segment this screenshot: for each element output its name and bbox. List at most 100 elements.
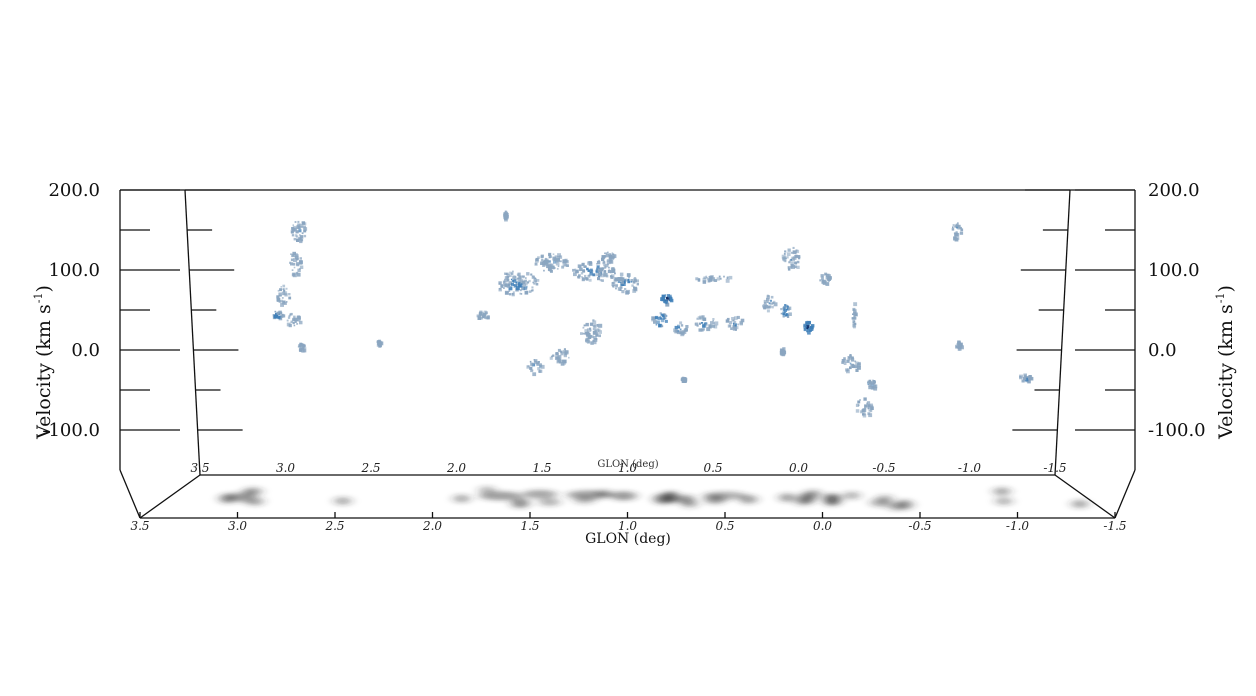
cloud-voxel [504,272,507,275]
cloud-voxel [619,285,623,289]
cloud-voxel [551,355,553,358]
cloud-voxel [1026,376,1029,379]
cloud-voxel [531,289,534,292]
cloud-voxel [529,366,533,370]
y-tick-label-left: 0.0 [71,340,100,361]
cloud-voxel [580,332,583,335]
cloud-voxel [959,226,962,230]
cloud-voxel [850,358,855,362]
cloud-voxel [560,260,562,263]
cloud-voxel [725,278,730,283]
cloud-voxel [736,315,740,319]
cloud-voxel [705,275,708,278]
cloud-voxel [297,220,300,223]
cloud-voxel [796,265,800,269]
cloud-voxel [506,274,510,278]
emission-cloud [276,284,292,307]
cloud-voxel [770,299,772,302]
cloud-voxel [511,292,514,295]
cloud-voxel [855,368,859,372]
cloud-voxel [726,277,729,280]
cloud-voxel [282,288,285,291]
cloud-voxel [869,404,874,409]
cloud-voxel [851,356,854,360]
cloud-voxel [545,263,548,266]
cloud-voxel [624,278,628,282]
cloud-voxel [1029,377,1034,381]
cloud-voxel [549,253,551,256]
cloud-voxel [509,274,512,277]
cloud-voxel [786,313,789,317]
emission-cloud [572,259,616,282]
emission-cloud [601,251,617,265]
cloud-voxel [791,257,795,262]
cloud-voxel [633,279,637,283]
cloud-voxel [790,261,794,265]
cloud-voxel [771,306,774,309]
cloud-voxel [846,359,850,363]
cloud-voxel [679,328,682,331]
cloud-voxel [733,326,737,330]
cloud-voxel [695,277,699,281]
cloud-voxel [598,330,602,334]
cloud-voxel [508,281,513,285]
cloud-voxel [668,294,672,298]
y-axis-ticks [120,189,1135,431]
cloud-voxel [619,288,622,291]
floor-projection-blob [654,493,672,505]
cloud-voxel [521,286,525,291]
cloud-voxel [853,315,856,318]
cloud-voxel [539,363,542,366]
cloud-voxel [583,265,586,268]
cloud-voxel [621,290,625,294]
cloud-voxel [563,353,567,358]
cloud-voxel [853,302,858,307]
cloud-voxel [299,235,304,239]
cloud-voxel [555,352,559,357]
cloud-voxel [855,365,858,369]
cloud-voxel [666,297,670,301]
cloud-voxel [296,322,299,325]
cloud-voxel [528,279,531,283]
cloud-voxel [513,284,518,288]
cloud-voxel [588,340,590,343]
cloud-voxel [276,297,281,302]
cloud-voxel [780,308,783,311]
cloud-voxel [867,383,870,386]
cloud-voxel [589,271,592,274]
cloud-voxel [630,281,633,283]
cloud-voxel [729,324,732,327]
cloud-voxel [584,329,589,334]
cloud-voxel [737,323,740,326]
y-tick-label-left: 200.0 [48,180,100,201]
cloud-voxel [539,369,543,373]
cloud-voxel [782,257,787,262]
cloud-voxel [959,231,964,235]
cloud-voxel [610,270,613,274]
cloud-voxel [843,357,846,360]
cloud-voxel [595,333,599,337]
cloud-voxel [596,263,598,265]
cloud-voxel [652,316,657,321]
cloud-voxel [561,265,565,269]
cloud-voxel [960,345,964,350]
cloud-voxel [701,322,703,324]
cloud-voxel [521,275,524,278]
cloud-voxel [592,327,596,331]
emission-cloud [534,252,569,273]
cloud-voxel [518,283,523,288]
cloud-voxel [293,258,298,263]
floor-projection-blob [219,493,236,504]
cloud-voxel [853,320,856,323]
cloud-voxel [286,301,288,303]
cloud-voxel [702,324,706,328]
cloud-voxel [611,270,614,273]
emission-cloud [580,319,603,345]
cloud-voxel [788,261,791,264]
cloud-voxel [852,365,856,369]
cloud-voxel [585,322,589,327]
cloud-voxel [770,302,773,306]
cloud-voxel [589,271,594,276]
cloud-voxel [873,384,878,389]
